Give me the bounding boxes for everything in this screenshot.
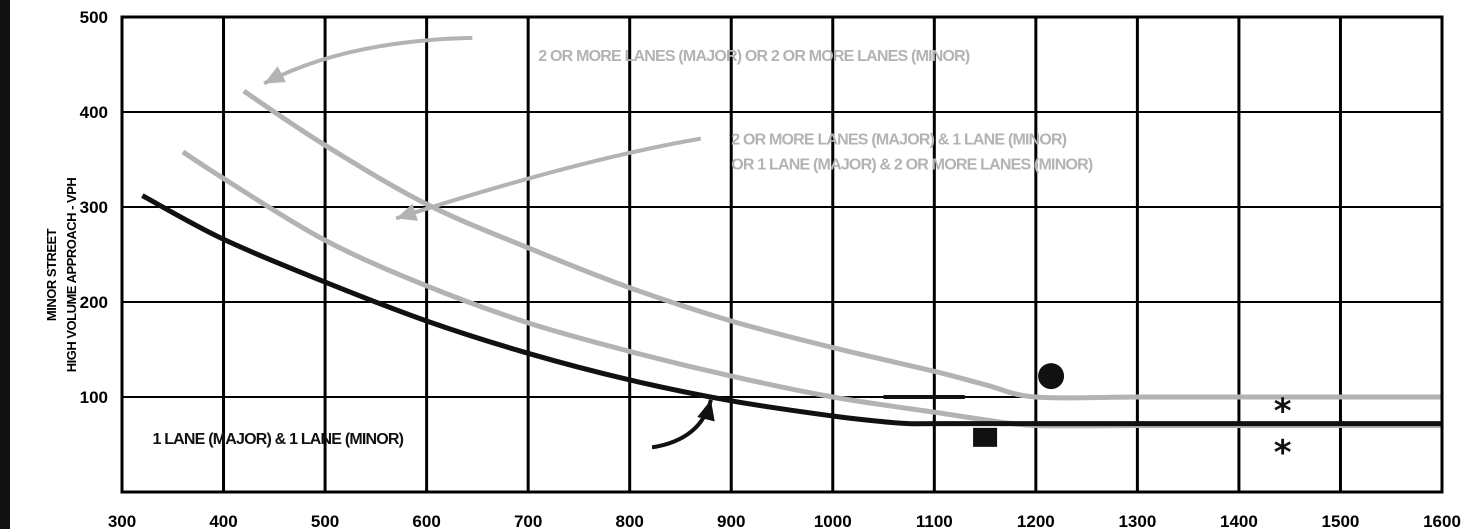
arrow-head-3	[697, 399, 715, 422]
plot-area	[122, 17, 1442, 492]
y-axis-label-line-2: HIGH VOLUME APPROACH - VPH	[64, 178, 79, 373]
left-edge-bar	[0, 0, 10, 529]
arrow-head-1	[264, 66, 287, 84]
x-tick-1400: 1400	[1220, 512, 1258, 529]
x-tick-1600: 1600	[1423, 512, 1461, 529]
arrow-head-2	[396, 203, 418, 221]
marker-asterisk-2: *	[1274, 391, 1292, 431]
data-markers: **	[973, 363, 1292, 473]
annotation-1-line-1: 2 OR MORE LANES (MAJOR) OR 2 OR MORE LAN…	[538, 48, 970, 65]
plot-frame	[120, 15, 1444, 494]
marker-circle	[1038, 363, 1065, 390]
y-tick-200: 200	[80, 293, 108, 312]
x-tick-1100: 1100	[916, 512, 953, 529]
x-tick-700: 700	[514, 512, 542, 529]
series-line-3	[141, 193, 1442, 427]
marker-asterisk-3: *	[1274, 433, 1292, 473]
data-curves	[141, 89, 1443, 429]
x-tick-1300: 1300	[1118, 512, 1156, 529]
series-line-1	[242, 89, 1442, 401]
y-axis-label-line-1: MINOR STREET	[44, 228, 59, 321]
x-tick-300: 300	[108, 512, 136, 529]
annotation-arrows	[263, 35, 715, 450]
x-tick-1000: 1000	[814, 512, 852, 529]
marker-square	[973, 427, 998, 447]
x-tick-900: 900	[717, 512, 745, 529]
x-tick-800: 800	[616, 512, 644, 529]
annotation-2-line-1: 2 OR MORE LANES (MAJOR) & 1 LANE (MINOR)	[731, 132, 1067, 149]
x-tick-1500: 1500	[1322, 512, 1360, 529]
y-tick-400: 400	[80, 103, 108, 122]
grid-lines	[122, 17, 1442, 492]
annotation-3-line-1: 1 LANE (MAJOR) & 1 LANE (MINOR)	[152, 431, 403, 448]
arrow-shaft-1	[263, 35, 473, 86]
x-tick-1200: 1200	[1017, 512, 1055, 529]
x-tick-labels: 300 400 500 600 700 800 900 1000 1100 1200 1300 140…	[108, 512, 1461, 529]
y-tick-labels: 100 200 300 400 500	[80, 8, 108, 407]
y-tick-300: 300	[80, 198, 108, 217]
curve-annotations: 2 OR MORE LANES (MAJOR) OR 2 OR MORE LAN…	[152, 48, 1093, 448]
y-tick-500: 500	[80, 8, 108, 27]
x-tick-600: 600	[412, 512, 440, 529]
arrow-shaft-2	[395, 136, 702, 221]
annotation-2-line-2: OR 1 LANE (MAJOR) & 2 OR MORE LANES (MIN…	[731, 157, 1093, 174]
x-tick-400: 400	[209, 512, 237, 529]
y-tick-100: 100	[80, 388, 108, 407]
x-tick-500: 500	[311, 512, 339, 529]
